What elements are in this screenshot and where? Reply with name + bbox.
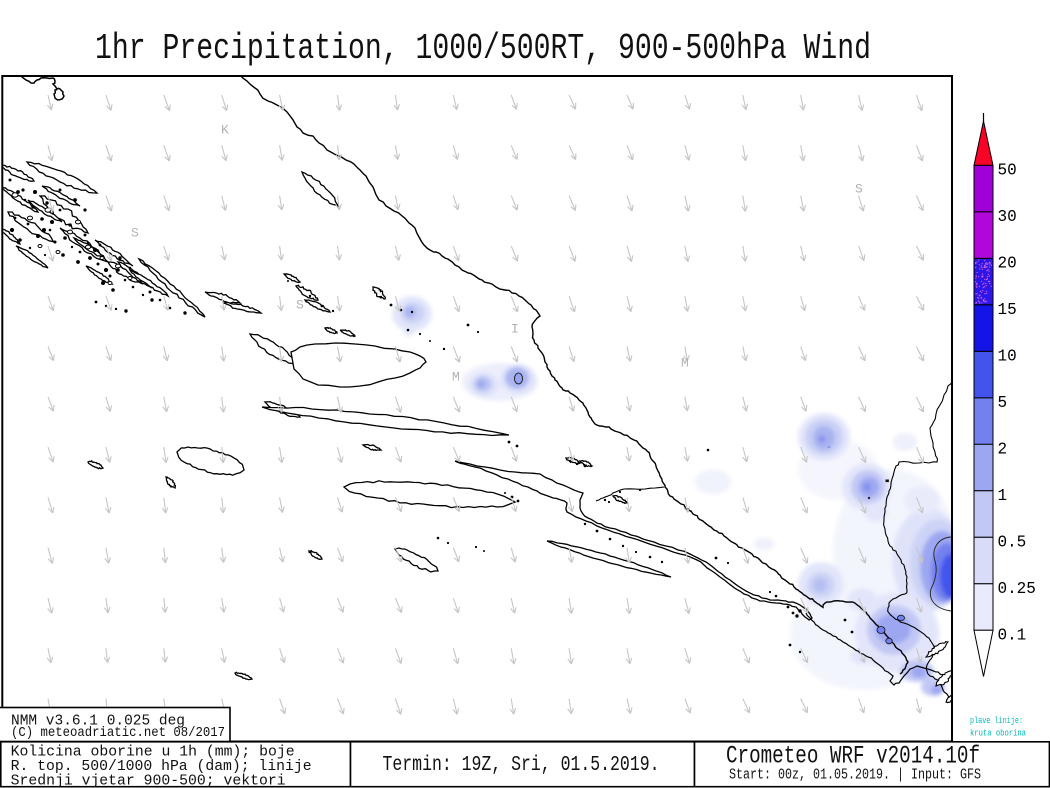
- svg-text:plave linije:: plave linije:: [970, 716, 1023, 726]
- svg-text:0.1: 0.1: [998, 625, 1027, 644]
- svg-text:15: 15: [998, 300, 1017, 319]
- svg-text:Termin: 19Z, Sri, 01.5.2019.: Termin: 19Z, Sri, 01.5.2019.: [383, 752, 660, 777]
- svg-text:0.25: 0.25: [998, 578, 1036, 597]
- svg-text:M: M: [681, 356, 689, 371]
- svg-text:5: 5: [998, 393, 1008, 412]
- svg-text:1hr Precipitation, 1000/500RT,: 1hr Precipitation, 1000/500RT, 900-500hP…: [95, 28, 871, 69]
- svg-text:M: M: [452, 370, 460, 385]
- svg-text:0.5: 0.5: [998, 532, 1027, 551]
- svg-text:Start: 00z, 01.05.2019. | Inpu: Start: 00z, 01.05.2019. | Input: GFS: [729, 767, 981, 784]
- svg-text:R. top. 500/1000 hPa (dam); li: R. top. 500/1000 hPa (dam); linije: [11, 759, 312, 775]
- svg-text:S: S: [855, 182, 863, 197]
- svg-text:50: 50: [998, 160, 1017, 179]
- svg-text:S: S: [296, 298, 304, 313]
- svg-text:Crometeo WRF v2014.10f: Crometeo WRF v2014.10f: [726, 741, 980, 770]
- svg-text:10: 10: [998, 346, 1017, 365]
- svg-text:K: K: [221, 123, 229, 138]
- svg-text:kruta oborina: kruta oborina: [970, 729, 1026, 739]
- svg-text:2: 2: [998, 439, 1008, 458]
- svg-text:Kolicina oborine u 1h (mm); bo: Kolicina oborine u 1h (mm); boje: [11, 745, 295, 761]
- svg-text:NMM v3.6.1 0.025 deg: NMM v3.6.1 0.025 deg: [11, 713, 185, 729]
- svg-text:I: I: [511, 322, 519, 337]
- svg-text:20: 20: [998, 253, 1017, 272]
- svg-text:Srednji vjetar 900-500; vektor: Srednji vjetar 900-500; vektori: [11, 773, 286, 788]
- svg-text:(C) meteoadriatic.net 08/2017: (C) meteoadriatic.net 08/2017: [11, 724, 225, 740]
- svg-text:1: 1: [998, 485, 1008, 504]
- svg-text:30: 30: [998, 207, 1017, 226]
- svg-text:S: S: [131, 226, 139, 241]
